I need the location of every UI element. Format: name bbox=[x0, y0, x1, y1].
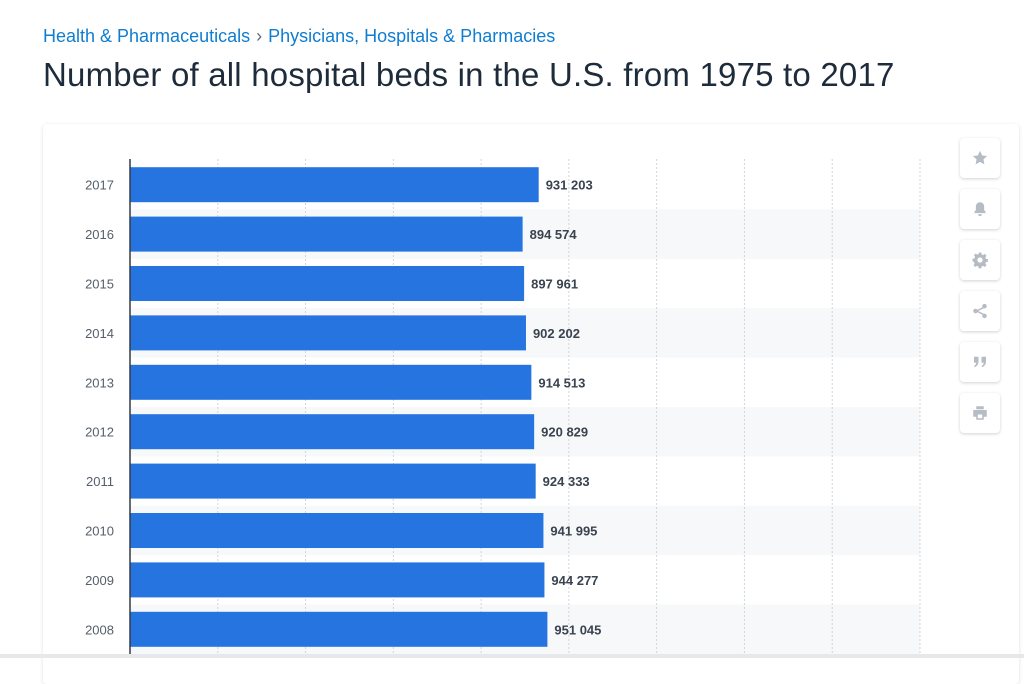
bar[interactable] bbox=[130, 315, 526, 351]
quote-icon bbox=[974, 356, 986, 368]
gear-icon bbox=[972, 252, 988, 269]
bar[interactable] bbox=[130, 216, 523, 252]
category-label: 2008 bbox=[85, 622, 114, 637]
notification-button[interactable] bbox=[960, 189, 1000, 229]
print-button[interactable] bbox=[960, 393, 1000, 433]
value-label: 894 574 bbox=[530, 227, 578, 242]
bar[interactable] bbox=[130, 414, 535, 450]
page-title: Number of all hospital beds in the U.S. … bbox=[43, 56, 895, 93]
share-button[interactable] bbox=[960, 291, 1000, 331]
breadcrumb-link-physicians-hospitals-pharmacies[interactable]: Physicians, Hospitals & Pharmacies bbox=[268, 26, 556, 46]
chart-card: 2017 931 203 2016 894 574 2015 897 961 2014 902… bbox=[43, 124, 1019, 684]
star-icon bbox=[972, 150, 988, 165]
bar[interactable] bbox=[130, 364, 532, 400]
settings-button[interactable] bbox=[960, 240, 1000, 280]
category-label: 2009 bbox=[85, 573, 114, 588]
cite-button[interactable] bbox=[960, 342, 1000, 382]
bar[interactable] bbox=[130, 167, 539, 203]
bar[interactable] bbox=[130, 562, 545, 598]
category-label: 2013 bbox=[85, 375, 114, 390]
breadcrumb: Health & Pharmaceuticals › Physicians, Hos… bbox=[43, 26, 555, 47]
category-label: 2011 bbox=[86, 474, 114, 489]
value-label: 931 203 bbox=[546, 178, 593, 193]
page-bottom-rule bbox=[0, 654, 1024, 658]
value-label: 902 202 bbox=[533, 326, 580, 341]
category-label: 2010 bbox=[85, 524, 114, 539]
value-label: 924 333 bbox=[543, 474, 590, 489]
favorite-button[interactable] bbox=[960, 138, 1000, 178]
bar-chart: 2017 931 203 2016 894 574 2015 897 961 2014 902… bbox=[85, 159, 921, 658]
bar[interactable] bbox=[130, 266, 525, 301]
value-label: 920 829 bbox=[541, 425, 588, 440]
share-icon bbox=[973, 303, 987, 319]
bar[interactable] bbox=[130, 611, 548, 647]
breadcrumb-link-health-pharmaceuticals[interactable]: Health & Pharmaceuticals bbox=[43, 26, 251, 46]
value-label: 951 045 bbox=[554, 622, 601, 637]
category-label: 2012 bbox=[85, 425, 114, 440]
category-label: 2017 bbox=[85, 178, 114, 193]
value-label: 897 961 bbox=[531, 277, 578, 292]
category-label: 2015 bbox=[85, 277, 114, 292]
chart-toolbar bbox=[960, 138, 1002, 444]
category-label: 2014 bbox=[85, 326, 114, 341]
print-icon bbox=[973, 406, 987, 420]
breadcrumb-separator: › bbox=[256, 26, 263, 46]
bar[interactable] bbox=[130, 463, 536, 499]
value-label: 941 995 bbox=[550, 524, 597, 539]
category-label: 2016 bbox=[85, 227, 114, 242]
bell-icon bbox=[974, 202, 986, 217]
bar[interactable] bbox=[130, 513, 544, 548]
value-label: 914 513 bbox=[538, 375, 585, 390]
value-label: 944 277 bbox=[551, 573, 598, 588]
